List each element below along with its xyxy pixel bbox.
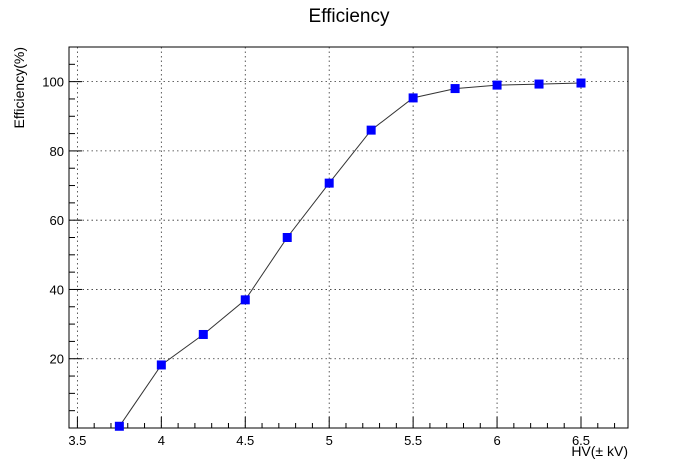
data-points xyxy=(114,78,586,431)
x-tick-label: 3.5 xyxy=(68,433,86,448)
data-point xyxy=(240,295,250,305)
axis-ticks xyxy=(69,46,616,428)
tick-labels: 3.5 4 4.5 5 5.5 6 6.5 20 40 60 80 100 xyxy=(42,75,590,448)
data-point xyxy=(366,125,376,135)
data-point xyxy=(156,360,166,370)
series-line xyxy=(118,82,582,427)
chart-title: Efficiency xyxy=(309,6,390,27)
y-tick-label: 20 xyxy=(50,352,64,367)
grid xyxy=(69,47,628,428)
x-tick-label: 5 xyxy=(326,433,333,448)
x-tick-label: 6 xyxy=(493,433,500,448)
data-point xyxy=(198,329,208,339)
x-axis-label: HV(± kV) xyxy=(571,443,628,459)
data-point xyxy=(408,93,418,103)
data-point xyxy=(576,78,586,88)
x-tick-label: 4.5 xyxy=(236,433,254,448)
y-tick-label: 60 xyxy=(50,213,64,228)
x-tick-label: 5.5 xyxy=(404,433,422,448)
x-tick-label: 4 xyxy=(158,433,165,448)
x-tick-label: 6.5 xyxy=(572,433,590,448)
data-point xyxy=(324,178,334,188)
data-point xyxy=(534,79,544,89)
y-tick-label: 80 xyxy=(50,144,64,159)
y-axis-label: Efficiency(%) xyxy=(11,47,27,128)
y-tick-label: 100 xyxy=(42,75,64,90)
data-point xyxy=(450,84,460,94)
data-point xyxy=(282,233,292,242)
data-point xyxy=(492,80,502,90)
plot-frame xyxy=(68,46,629,429)
data-point xyxy=(114,421,124,431)
y-tick-label: 40 xyxy=(50,282,64,297)
